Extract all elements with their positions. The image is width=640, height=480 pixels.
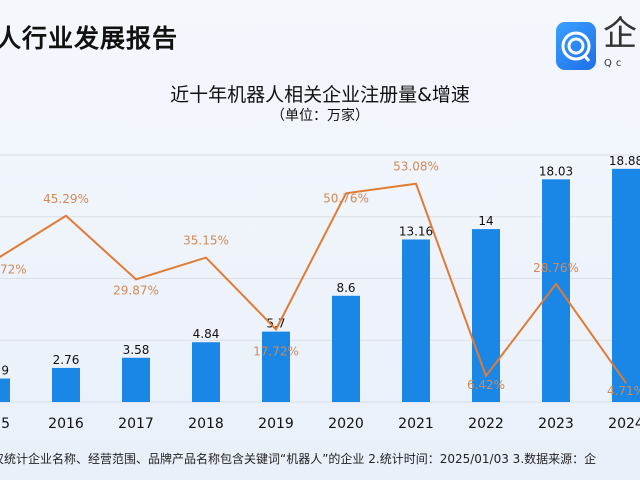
x-tick-2016: 2016	[48, 416, 84, 432]
bar-label-2018: 4.84	[193, 327, 220, 341]
bar-label-2016: 2.76	[53, 353, 80, 367]
x-tick-2021: 2021	[398, 416, 434, 432]
rate-label-2018: 35.15%	[183, 234, 229, 248]
x-tick-2022: 2022	[468, 416, 504, 432]
bar-2015	[0, 378, 10, 402]
bar-label-2021: 13.16	[399, 224, 433, 238]
footnote: 仅统计企业名称、经营范围、品牌产品名称包含关键词“机器人”的企业 2.统计时间：…	[0, 452, 597, 466]
rate-label-2015: 72%	[0, 262, 27, 276]
bar-label-2015: 9	[1, 364, 9, 378]
bar-label-2020: 8.6	[336, 281, 355, 295]
bar-2018	[192, 342, 220, 402]
bar-2024	[612, 168, 640, 402]
bar-label-2023: 18.03	[539, 164, 573, 178]
bar-2020	[332, 295, 360, 402]
x-tick-2020: 2020	[328, 416, 364, 432]
rate-label-2016: 45.29%	[43, 192, 89, 206]
x-tick-2015: 15	[0, 416, 10, 432]
rate-label-2020: 50.76%	[323, 191, 369, 205]
report-title: 人行业发展报告	[0, 24, 179, 53]
bar-label-2022: 14	[478, 214, 493, 228]
rate-label-2024: 4.71%	[607, 384, 640, 398]
bar-2019	[262, 331, 290, 402]
rate-label-2019: 17.72%	[253, 344, 299, 358]
logo-subtext: Qc	[604, 58, 626, 69]
chart-title: 近十年机器人相关企业注册量&增速	[170, 84, 470, 106]
rate-label-2022: 6.42%	[467, 378, 505, 392]
x-tick-2018: 2018	[188, 416, 224, 432]
growth-rate-line	[0, 182, 627, 384]
rate-label-2017: 29.87%	[113, 283, 159, 297]
rate-label-2021: 53.08%	[393, 160, 439, 174]
bar-label-2017: 3.58	[123, 343, 150, 357]
bar-2016	[52, 367, 80, 402]
bar-label-2024: 18.88	[609, 154, 640, 168]
logo-text: 企	[603, 14, 637, 54]
bar-2017	[122, 357, 150, 402]
x-tick-2024: 2024	[608, 416, 640, 432]
x-tick-2017: 2017	[118, 416, 154, 432]
x-tick-2023: 2023	[538, 416, 574, 432]
x-tick-2019: 2019	[258, 416, 294, 432]
rate-label-2023: 28.76%	[533, 261, 579, 275]
logo-icon	[556, 22, 596, 70]
bar-2021	[402, 239, 430, 402]
chart-subtitle: （单位：万家）	[271, 108, 369, 124]
bar-2023	[542, 179, 570, 402]
